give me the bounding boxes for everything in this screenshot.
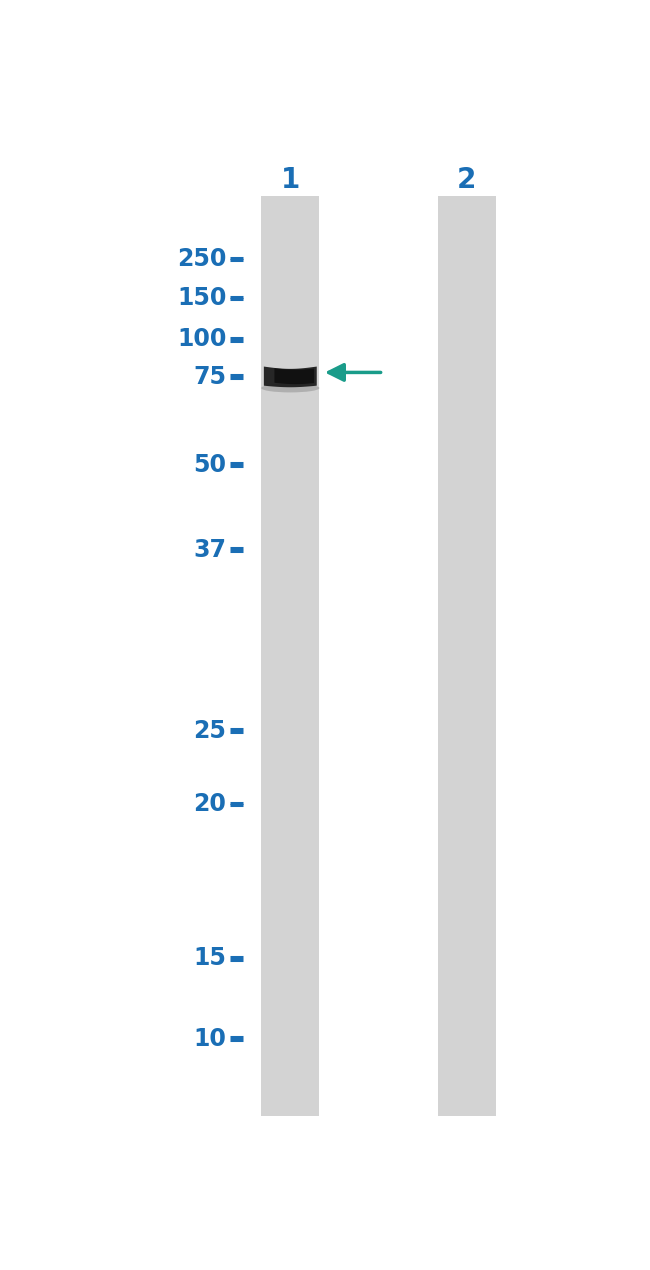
Text: 2: 2 (457, 166, 476, 194)
Ellipse shape (261, 384, 319, 392)
Polygon shape (264, 367, 317, 387)
Text: 20: 20 (194, 792, 226, 815)
Text: 150: 150 (177, 286, 226, 310)
Text: 37: 37 (193, 537, 226, 561)
Text: 10: 10 (194, 1026, 226, 1050)
Text: 50: 50 (193, 452, 226, 476)
Polygon shape (274, 368, 314, 384)
Text: 25: 25 (194, 719, 226, 743)
Text: 100: 100 (177, 328, 226, 352)
Text: 250: 250 (177, 248, 226, 272)
Text: 1: 1 (281, 166, 300, 194)
Text: 75: 75 (193, 364, 226, 389)
Bar (437, 197, 495, 1115)
Bar (261, 197, 319, 1115)
Text: 15: 15 (194, 946, 226, 970)
